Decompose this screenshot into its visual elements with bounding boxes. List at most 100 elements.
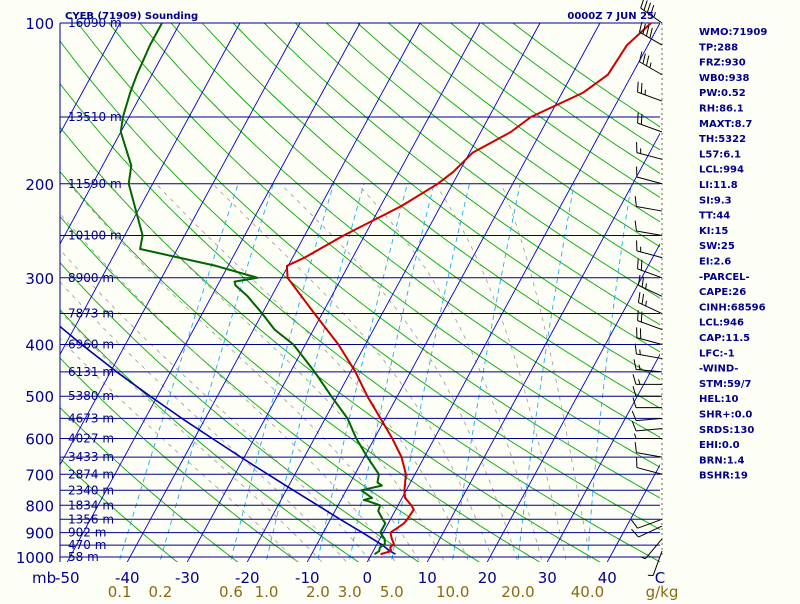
barb-staff <box>645 539 662 559</box>
wind-barb <box>632 411 662 421</box>
barb-half-flag <box>650 63 651 68</box>
pressure-tick-label: 500 <box>25 388 54 406</box>
dry-adiabats <box>0 23 800 568</box>
mixing-ratio-label: 10.0 <box>436 583 469 600</box>
height-label: 13510 m <box>68 110 122 124</box>
index-item: MAXT:8.7 <box>699 119 752 130</box>
barb-flag <box>633 374 636 384</box>
dry-adiabat <box>0 23 246 568</box>
barb-flag <box>638 310 639 320</box>
mixing-ratio-label: 5.0 <box>380 583 404 600</box>
wind-barb <box>638 258 662 277</box>
indices-panel: WMO:71909TP:288FRZ:930WB0:938PW:0.52RH:8… <box>699 27 767 482</box>
moist-adiabat <box>358 184 544 569</box>
barb-flag <box>644 0 647 10</box>
barb-flag <box>641 0 644 8</box>
height-label: 11590 m <box>68 177 122 191</box>
barb-flag <box>638 292 640 302</box>
index-item: L57:6.1 <box>699 149 741 160</box>
isotherm <box>0 23 60 568</box>
barb-half-flag <box>635 434 637 439</box>
index-item: BRN:1.4 <box>699 455 744 466</box>
isotherm <box>424 23 720 568</box>
mixing-ratio-line <box>390 184 469 569</box>
isobars <box>60 23 660 562</box>
wind-barb <box>631 519 662 528</box>
index-item: -PARCEL- <box>699 272 750 283</box>
barb-flag <box>635 196 636 206</box>
barb-flag <box>632 411 636 421</box>
index-item: SI:9.3 <box>699 195 732 206</box>
barb-staff <box>638 519 662 528</box>
dry-adiabat <box>0 23 307 568</box>
index-item: RH:86.1 <box>699 104 744 115</box>
wind-barb <box>638 292 662 313</box>
index-item: TP:288 <box>699 42 738 53</box>
barb-flag <box>638 82 639 92</box>
wind-barb <box>638 82 662 101</box>
index-item: BSHR:19 <box>699 471 748 482</box>
barb-flag <box>631 520 637 528</box>
height-label: 3433 m <box>68 450 114 464</box>
barb-flag <box>638 113 639 123</box>
isotherm <box>544 23 800 568</box>
height-label: 5380 m <box>68 389 114 403</box>
isotherm <box>364 23 660 568</box>
moist-adiabat <box>213 184 496 569</box>
height-label: 10100 m <box>68 228 122 242</box>
temperature-tick-label: 0 <box>363 569 373 587</box>
mixing-ratio-line <box>587 184 631 569</box>
temperature-tick-label: -30 <box>175 569 200 587</box>
temperature-tick-label: -50 <box>55 569 80 587</box>
pressure-tick-label: 400 <box>25 337 54 355</box>
wind-barb <box>633 398 662 408</box>
mixing-ratio-label: 40.0 <box>571 583 604 600</box>
barb-flag <box>638 258 639 268</box>
height-label: 2340 m <box>68 483 114 497</box>
wind-barb <box>631 526 662 537</box>
temperature-tick-label: 30 <box>538 569 557 587</box>
isotherm <box>0 23 240 568</box>
index-item: PW:0.52 <box>699 88 746 99</box>
mixing-ratio-label: 1.0 <box>255 583 279 600</box>
height-label: 7873 m <box>68 307 114 321</box>
barb-half-flag <box>640 350 641 355</box>
dry-adiabat <box>451 23 800 568</box>
index-item: SRDS:130 <box>699 425 754 436</box>
barb-flag <box>650 28 652 38</box>
mixing-ratio-label: 3.0 <box>338 583 362 600</box>
height-label: 1356 m <box>68 512 114 526</box>
wind-barb <box>637 240 662 257</box>
wind-barb <box>635 442 662 457</box>
index-item: CINH:68596 <box>699 302 766 313</box>
mixing-ratio-line <box>517 184 574 569</box>
barb-half-flag <box>646 284 647 289</box>
mixing-ratio-line <box>158 184 273 569</box>
wind-barb <box>637 327 662 344</box>
index-item: LFC:-1 <box>699 348 735 359</box>
barb-flag <box>635 221 636 231</box>
index-item: -WIND- <box>699 364 738 375</box>
barb-flag <box>641 312 642 322</box>
index-item: SHR+:0.0 <box>699 410 752 421</box>
isotherms <box>0 23 800 568</box>
index-item: WMO:71909 <box>699 27 767 38</box>
wind-barb <box>633 374 662 384</box>
pressure-tick-label: 100 <box>25 15 54 33</box>
barb-flag <box>635 442 636 452</box>
pressure-tick-label: 200 <box>25 176 54 194</box>
isotherm <box>4 23 300 568</box>
index-item: LCL:994 <box>699 165 744 176</box>
barb-half-flag <box>654 12 656 17</box>
barb-flag <box>641 114 642 124</box>
barb-flag <box>643 54 645 64</box>
barb-flag <box>631 529 638 537</box>
barb-half-flag <box>646 301 647 306</box>
wind-barb <box>634 359 662 371</box>
index-item: HEL:10 <box>699 394 739 405</box>
pressure-tick-label: 900 <box>25 525 54 543</box>
mixing-ratio-label: 20.0 <box>501 583 534 600</box>
barb-staff <box>636 207 662 212</box>
